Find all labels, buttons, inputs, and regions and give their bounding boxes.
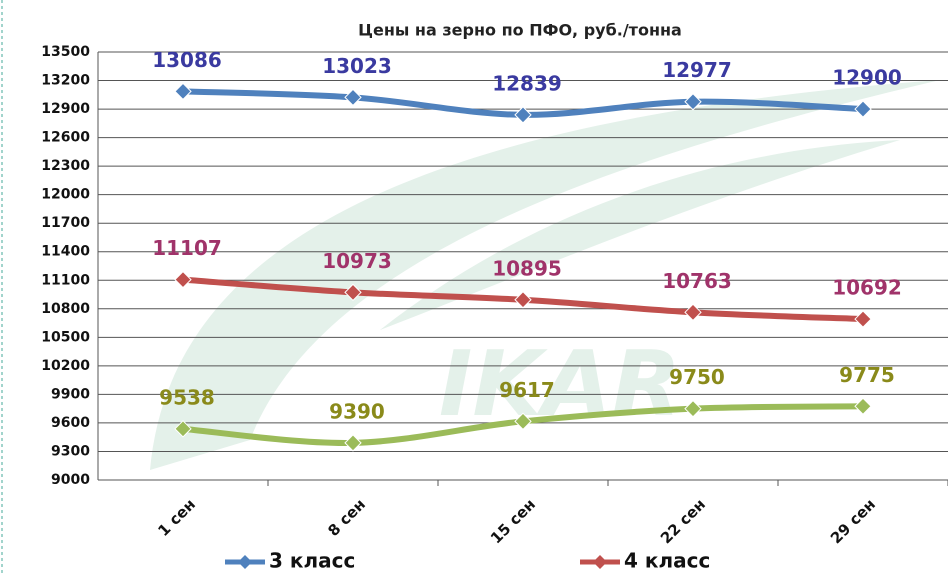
x-tick-label: 15 сен <box>487 495 539 547</box>
point-marker <box>344 283 362 302</box>
data-label: 13086 <box>152 48 222 72</box>
point-marker <box>514 291 532 309</box>
point-marker <box>514 106 532 124</box>
legend-label: 4 класс <box>624 549 710 573</box>
point-marker <box>684 399 702 418</box>
y-tick-label: 9300 <box>51 443 90 459</box>
y-tick-label: 12900 <box>41 101 90 117</box>
legend-marker <box>593 555 607 569</box>
data-label: 10692 <box>832 276 902 300</box>
y-tick-label: 9000 <box>51 472 90 488</box>
point-marker <box>344 434 362 452</box>
point-marker <box>854 310 872 328</box>
point-marker <box>854 100 872 118</box>
y-tick-label: 11100 <box>41 272 90 288</box>
legend-marker <box>238 555 252 569</box>
point-marker <box>854 397 872 415</box>
point-marker <box>344 88 362 107</box>
legend-label: 3 класс <box>269 549 355 573</box>
y-tick-label: 13200 <box>41 73 90 89</box>
data-label: 10895 <box>492 256 562 280</box>
x-tick-label: 22 сен <box>657 495 709 547</box>
data-label: 12900 <box>832 66 902 90</box>
y-tick-label: 11700 <box>41 215 90 231</box>
point-marker <box>174 82 192 101</box>
data-label: 10973 <box>322 249 392 273</box>
x-tick-label: 29 сен <box>827 495 879 547</box>
data-label: 12839 <box>492 71 562 95</box>
y-tick-label: 13500 <box>41 44 90 60</box>
data-label: 9390 <box>329 399 385 423</box>
data-label: 9617 <box>499 378 555 402</box>
y-tick-label: 12300 <box>41 158 90 174</box>
data-label: 10763 <box>662 269 732 293</box>
point-marker <box>514 412 532 431</box>
data-label: 9538 <box>159 385 215 409</box>
y-tick-label: 12000 <box>41 187 90 203</box>
watermark-text: IKAR <box>439 332 681 437</box>
point-marker <box>174 420 192 438</box>
y-tick-label: 9600 <box>51 415 90 431</box>
x-tick-label: 1 сен <box>154 495 199 540</box>
y-tick-label: 10800 <box>41 301 90 317</box>
point-marker <box>174 270 192 289</box>
point-marker <box>684 93 702 111</box>
data-label: 13023 <box>322 54 392 78</box>
data-label: 12977 <box>662 58 732 82</box>
chart-title: Цены на зерно по ПФО, руб./тонна <box>358 21 682 40</box>
y-tick-label: 9900 <box>51 386 90 402</box>
y-tick-label: 10500 <box>41 329 90 345</box>
point-marker <box>684 303 702 322</box>
y-tick-label: 10200 <box>41 358 90 374</box>
data-label: 9750 <box>669 365 725 389</box>
y-tick-label: 11400 <box>41 244 90 260</box>
x-tick-label: 8 сен <box>324 495 369 540</box>
data-label: 9775 <box>839 363 895 387</box>
y-tick-label: 12600 <box>41 130 90 146</box>
data-label: 11107 <box>152 236 222 260</box>
